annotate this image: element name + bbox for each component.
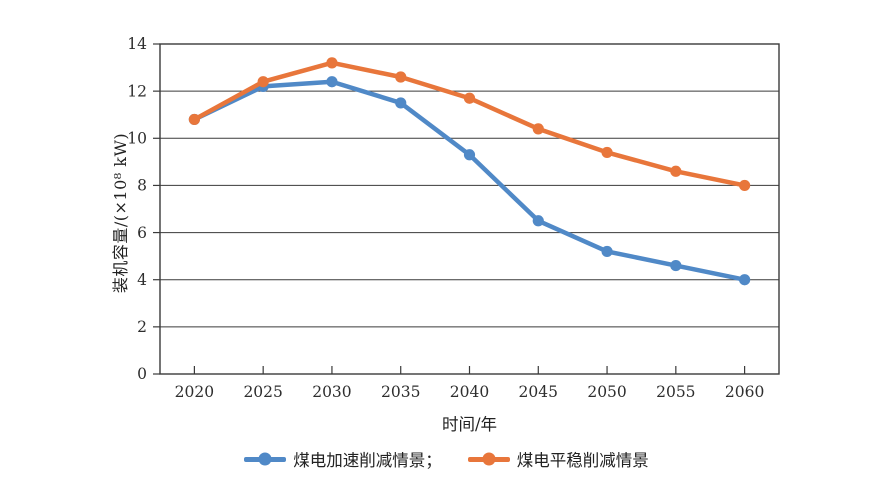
legend-marker-blue-dot-icon (258, 452, 272, 466)
x-tick-label: 2025 (243, 383, 282, 401)
data-point-marker (463, 92, 476, 104)
legend-item-steady: 煤电平稳削减情景 (467, 447, 649, 471)
legend: 煤电加速削减情景； 煤电平稳削减情景 (14, 447, 879, 471)
y-tick-label: 6 (137, 224, 147, 242)
y-tick-label: 2 (137, 318, 147, 336)
series-line-1 (192, 60, 747, 188)
legend-label-steady: 煤电平稳削减情景 (516, 451, 649, 470)
legend-marker-orange-line-icon (467, 452, 510, 466)
data-point-marker (532, 123, 544, 135)
x-tick-label: 2050 (587, 383, 626, 401)
series-line-0 (192, 79, 747, 282)
data-point-marker (257, 76, 269, 88)
data-point-marker (395, 97, 407, 109)
x-tick-label: 2035 (381, 383, 420, 401)
data-point-marker (670, 259, 682, 272)
x-tick-label: 2040 (450, 383, 489, 401)
data-point-marker (188, 113, 200, 126)
x-axis-title: 时间/年 (441, 415, 498, 434)
y-tick-label: 8 (137, 177, 147, 195)
data-point-marker (532, 215, 544, 227)
x-tick-label: 2020 (175, 383, 214, 401)
y-tick-label: 4 (137, 271, 147, 289)
x-tick-label: 2030 (312, 383, 351, 401)
x-tick-label: 2055 (656, 383, 695, 401)
data-point-marker (395, 71, 407, 83)
data-point-marker (739, 274, 751, 286)
legend-marker-orange-dot-icon (482, 452, 496, 466)
y-tick-label: 12 (127, 82, 147, 100)
legend-item-accelerated: 煤电加速削减情景； (244, 447, 442, 471)
data-point-marker (601, 146, 613, 159)
y-tick-label: 10 (127, 129, 147, 147)
data-point-marker (601, 245, 613, 258)
data-point-marker (670, 165, 682, 177)
y-tick-label: 0 (137, 365, 147, 383)
data-point-marker (326, 57, 338, 69)
y-axis-title: 装机容量/(×10⁸ kW) (111, 132, 130, 294)
y-tick-label: 14 (127, 35, 147, 53)
legend-marker-blue-line-icon (244, 452, 287, 466)
data-point-marker (326, 76, 338, 88)
legend-label-accelerated: 煤电加速削减情景； (293, 451, 442, 470)
x-tick-label: 2060 (725, 383, 764, 401)
data-point-marker (739, 179, 751, 192)
data-point-marker (463, 149, 476, 161)
x-tick-label: 2045 (519, 383, 558, 401)
